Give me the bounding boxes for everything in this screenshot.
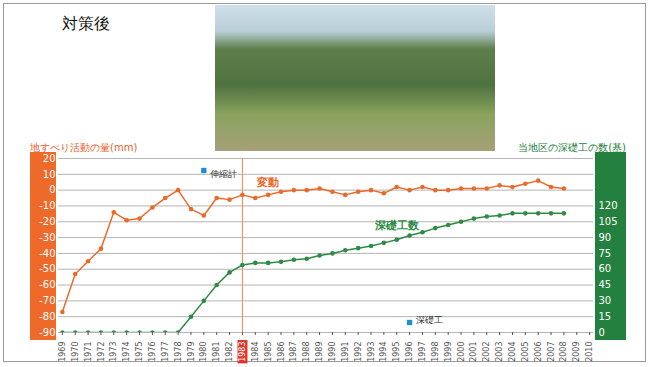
html-text:地すべり活動の量(mm): 地すべり活動の量(mm) bbox=[30, 142, 138, 153]
svg-text:1987: 1987 bbox=[289, 342, 298, 362]
svg-text:1992: 1992 bbox=[354, 342, 363, 362]
svg-text:2003: 2003 bbox=[495, 342, 504, 362]
svg-text:1973: 1973 bbox=[109, 342, 118, 362]
svg-text:1989: 1989 bbox=[315, 342, 324, 362]
svg-text:105: 105 bbox=[599, 216, 618, 227]
svg-text:75: 75 bbox=[599, 248, 612, 259]
svg-text:2001: 2001 bbox=[469, 342, 478, 362]
svg-text:1998: 1998 bbox=[431, 342, 440, 362]
svg-text:-50: -50 bbox=[39, 263, 55, 274]
svg-text:2000: 2000 bbox=[457, 342, 466, 362]
svg-text:1988: 1988 bbox=[302, 342, 311, 362]
svg-text:45: 45 bbox=[599, 279, 612, 290]
svg-text:-60: -60 bbox=[39, 279, 55, 290]
svg-text:2008: 2008 bbox=[559, 342, 568, 362]
svg-text:0: 0 bbox=[49, 184, 55, 195]
svg-text:-80: -80 bbox=[39, 311, 55, 322]
svg-text:1975: 1975 bbox=[135, 342, 144, 362]
svg-text:30: 30 bbox=[599, 295, 612, 306]
svg-text:20: 20 bbox=[43, 153, 56, 164]
svg-text:0: 0 bbox=[599, 327, 605, 338]
html-text:当地区の深礎工の数(基): 当地区の深礎工の数(基) bbox=[518, 142, 626, 153]
svg-text:1990: 1990 bbox=[328, 342, 337, 362]
svg-text:-30: -30 bbox=[39, 232, 55, 243]
svg-text:1974: 1974 bbox=[122, 342, 131, 362]
svg-text:1972: 1972 bbox=[96, 342, 105, 362]
svg-text:伸縮計: 伸縮計 bbox=[210, 169, 237, 179]
svg-text:1969: 1969 bbox=[58, 342, 67, 362]
svg-text:2009: 2009 bbox=[572, 342, 581, 362]
html-text:対策後: 対策後 bbox=[62, 14, 110, 33]
svg-text:-40: -40 bbox=[39, 248, 55, 259]
svg-text:2010: 2010 bbox=[585, 342, 594, 362]
svg-text:-20: -20 bbox=[39, 216, 55, 227]
svg-text:1980: 1980 bbox=[199, 342, 208, 362]
svg-text:1993: 1993 bbox=[367, 342, 376, 362]
svg-text:1971: 1971 bbox=[84, 342, 93, 362]
svg-text:1977: 1977 bbox=[161, 342, 170, 362]
svg-text:1983: 1983 bbox=[238, 342, 247, 362]
svg-text:1997: 1997 bbox=[418, 342, 427, 362]
svg-text:2005: 2005 bbox=[521, 342, 530, 362]
svg-text:深礎工: 深礎工 bbox=[416, 315, 443, 325]
svg-text:2006: 2006 bbox=[534, 342, 543, 362]
svg-text:15: 15 bbox=[599, 311, 612, 322]
svg-text:1978: 1978 bbox=[174, 342, 183, 362]
svg-text:2007: 2007 bbox=[547, 342, 556, 362]
svg-text:90: 90 bbox=[599, 232, 612, 243]
svg-text:1981: 1981 bbox=[212, 342, 221, 362]
svg-text:深礎工数: 深礎工数 bbox=[374, 219, 420, 232]
svg-text:10: 10 bbox=[43, 169, 56, 180]
svg-text:変動: 変動 bbox=[256, 176, 279, 189]
svg-text:1986: 1986 bbox=[277, 342, 286, 362]
svg-text:2004: 2004 bbox=[508, 342, 517, 362]
svg-text:120: 120 bbox=[599, 200, 618, 211]
svg-text:1985: 1985 bbox=[264, 342, 273, 362]
svg-text:1999: 1999 bbox=[444, 342, 453, 362]
svg-text:1979: 1979 bbox=[187, 342, 196, 362]
svg-text:-10: -10 bbox=[39, 200, 55, 211]
svg-text:60: 60 bbox=[599, 263, 612, 274]
svg-text:1982: 1982 bbox=[225, 342, 234, 362]
svg-text:-90: -90 bbox=[39, 327, 55, 338]
svg-text:1984: 1984 bbox=[251, 342, 260, 362]
svg-text:2002: 2002 bbox=[482, 342, 491, 362]
svg-text:1996: 1996 bbox=[405, 342, 414, 362]
svg-text:1976: 1976 bbox=[148, 342, 157, 362]
svg-text:-70: -70 bbox=[39, 295, 55, 306]
svg-text:1991: 1991 bbox=[341, 342, 350, 362]
svg-text:1994: 1994 bbox=[379, 342, 388, 362]
svg-text:1970: 1970 bbox=[71, 342, 80, 362]
svg-text:1995: 1995 bbox=[392, 342, 401, 362]
